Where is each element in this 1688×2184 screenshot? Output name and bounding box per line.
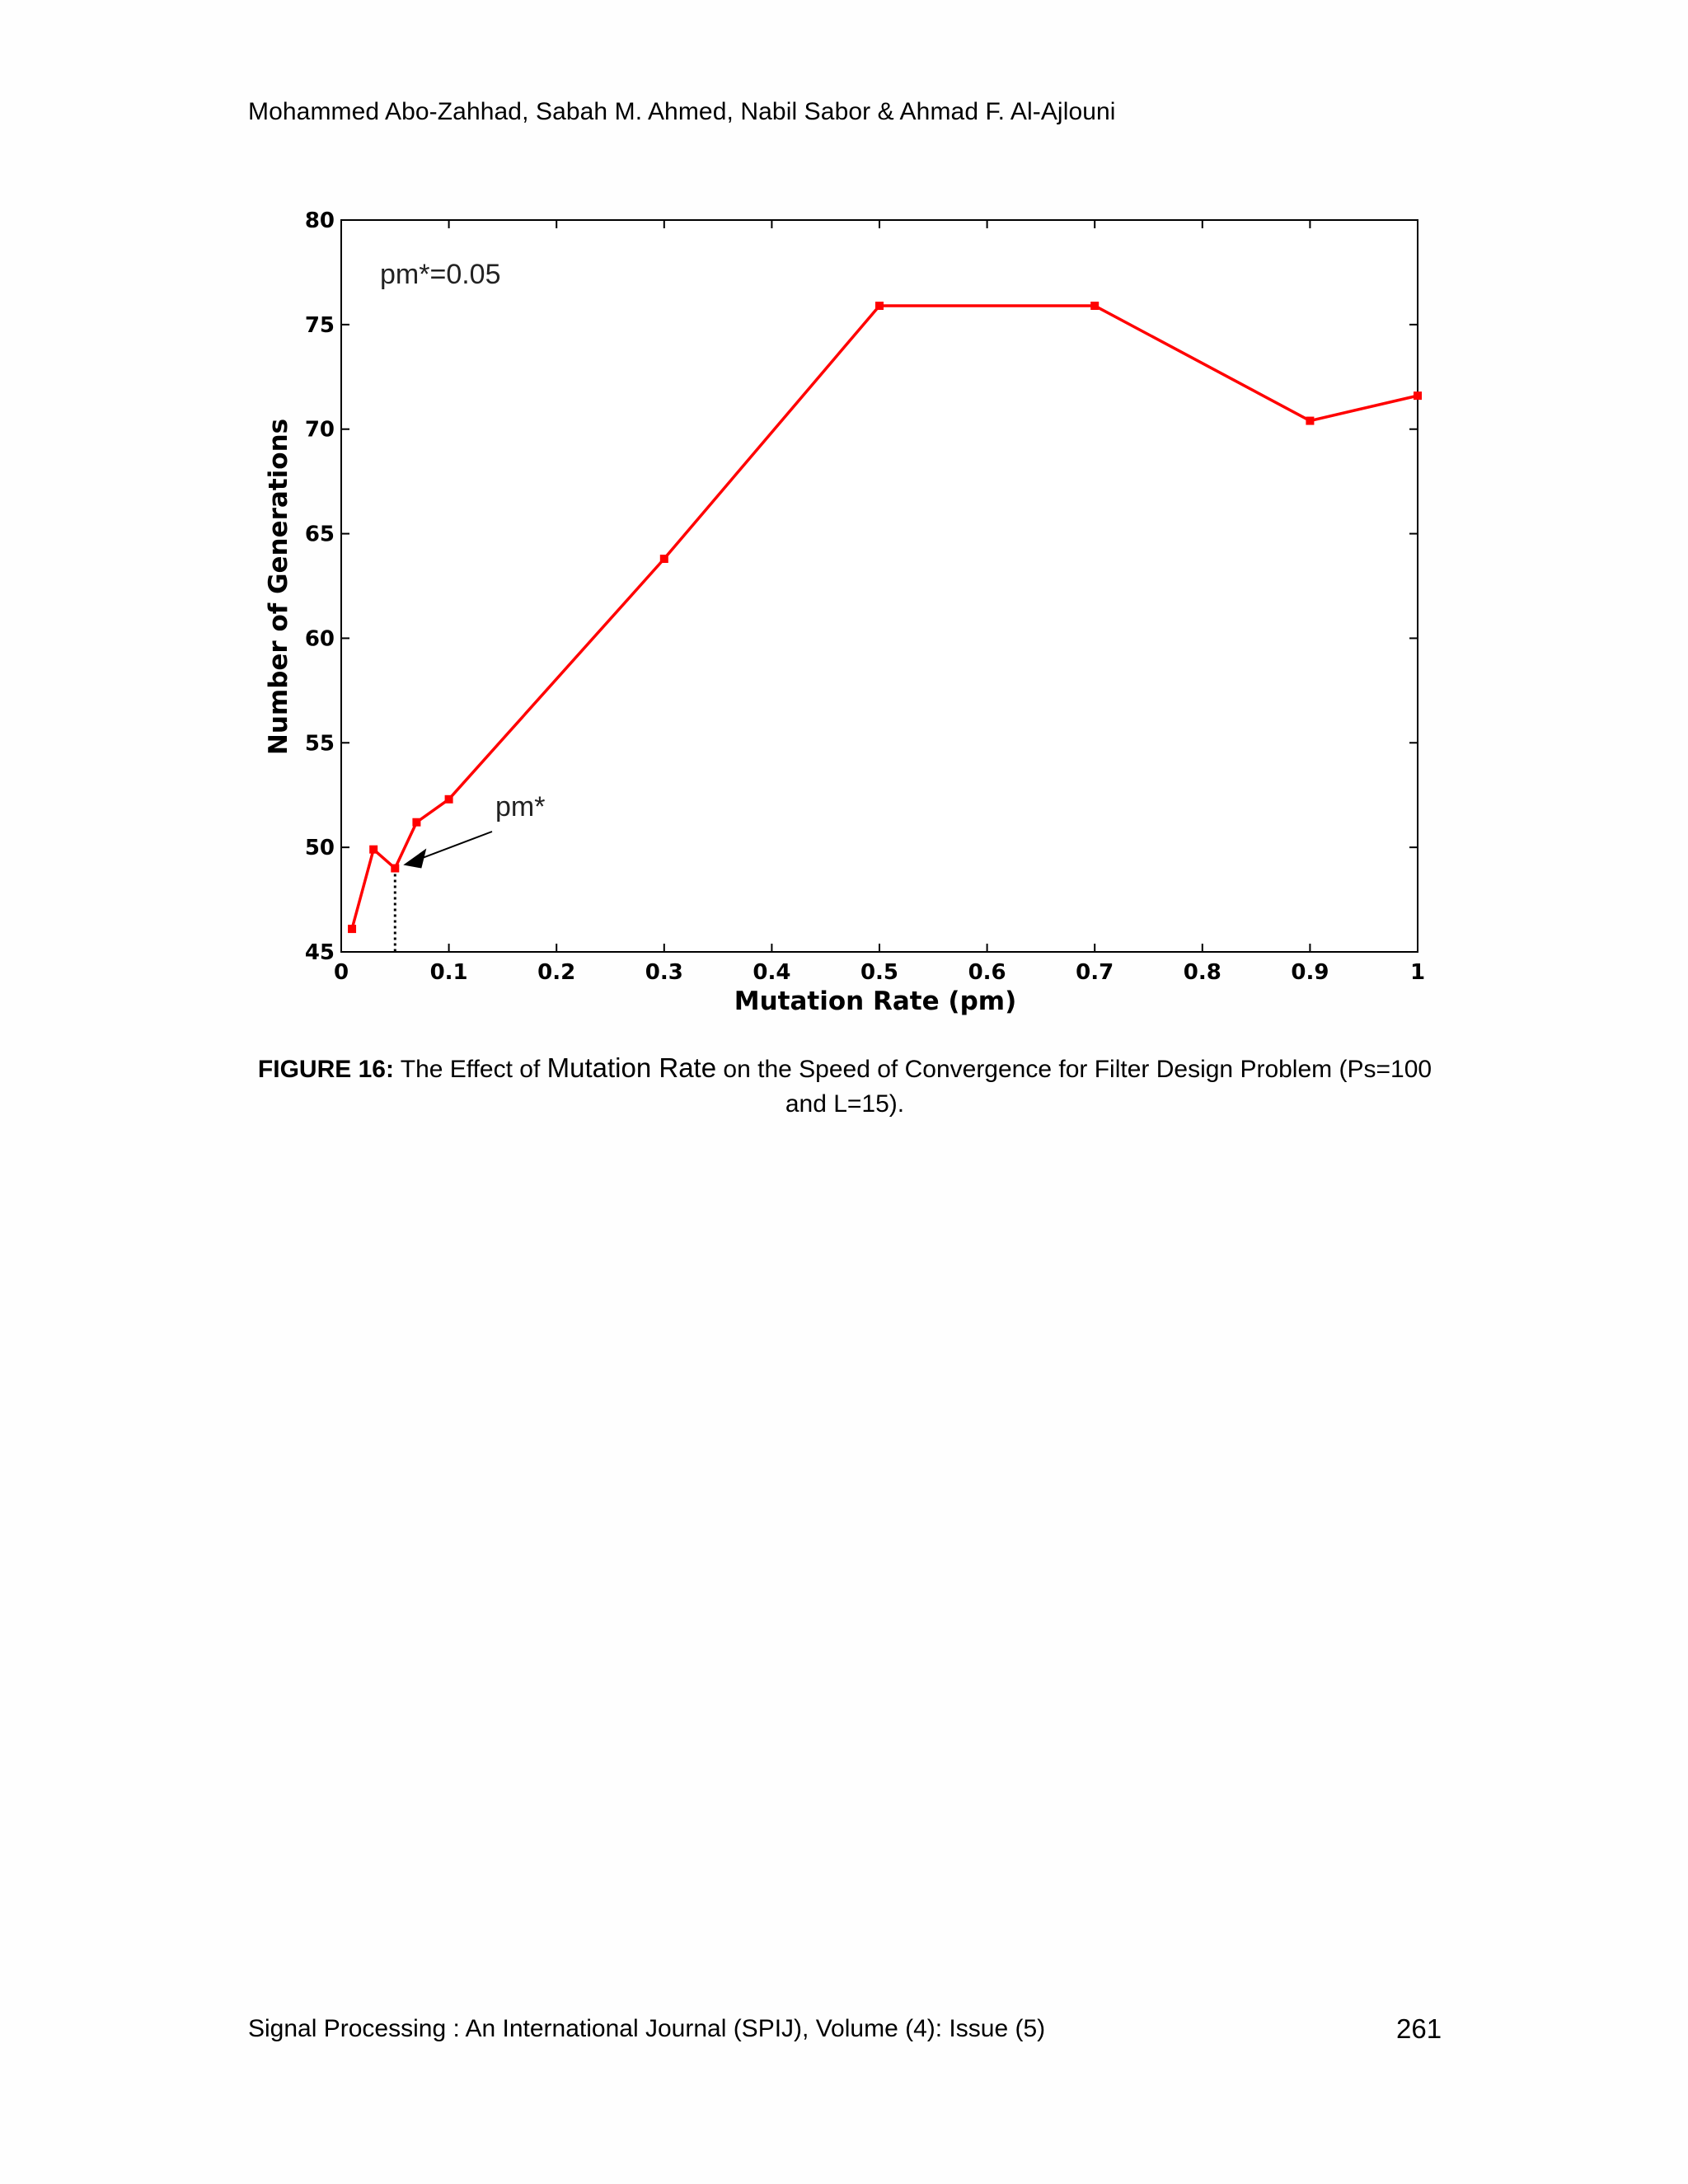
x-tick-label: 0 (334, 960, 349, 985)
x-tick-label: 0.5 (860, 960, 898, 985)
x-tick-label: 0.2 (537, 960, 575, 985)
y-tick-label: 45 (305, 940, 335, 965)
x-tick-label: 0.7 (1076, 960, 1114, 985)
footer-journal: Signal Processing : An International Jou… (248, 2015, 1046, 2042)
caption-text-c: on the Speed of Convergence for Filter D… (716, 1056, 1432, 1118)
caption-text-a: The Effect of (393, 1056, 547, 1083)
plot-area (340, 219, 1418, 953)
x-tick-label: 1 (1410, 960, 1425, 985)
y-tick-label: 65 (305, 523, 335, 547)
data-point (1090, 302, 1100, 311)
x-tick-label: 0.4 (753, 960, 790, 985)
y-tick-label: 70 (305, 418, 335, 443)
figure-caption: FIGURE 16: The Effect of Mutation Rate o… (247, 1051, 1442, 1122)
data-point (659, 555, 668, 564)
data-point (369, 845, 378, 854)
line-chart: 0 0.1 0.2 0.3 0.4 0.5 0.6 0.7 0.8 0.9 1 45 50 55 60 65… (264, 209, 1425, 1016)
y-tick-label: 55 (305, 731, 335, 756)
data-point (875, 302, 884, 311)
caption-text-b: Mutation Rate (546, 1052, 717, 1083)
y-tick-label: 60 (305, 626, 335, 651)
x-tick-label: 0.6 (968, 960, 1006, 985)
annotation-pm-star-value: pm*=0.05 (380, 259, 501, 290)
y-axis: 45 50 55 60 65 70 75 80 (305, 209, 1418, 965)
x-axis-label: Mutation Rate (pm) (734, 987, 1017, 1016)
y-tick-label: 75 (305, 313, 335, 338)
y-tick-label: 80 (305, 209, 335, 233)
annotation-arrow-head (403, 848, 427, 869)
x-tick-label: 0.8 (1184, 960, 1221, 985)
data-point (444, 794, 453, 804)
page-number: 261 (1396, 2013, 1442, 2044)
series-line (350, 304, 1418, 930)
data-point (391, 864, 400, 873)
data-point (1414, 391, 1422, 401)
y-tick-label: 50 (305, 836, 335, 860)
caption-label: FIGURE 16: (257, 1056, 394, 1083)
data-point (412, 818, 421, 827)
x-tick-label: 0.3 (645, 960, 683, 985)
page-header-authors: Mohammed Abo-Zahhad, Sabah M. Ahmed, Nab… (248, 98, 1116, 125)
data-point (348, 925, 357, 934)
annotation-arrow (414, 831, 493, 862)
data-point (1306, 416, 1315, 425)
x-tick-label: 0.1 (430, 960, 468, 985)
y-axis-label: Number of Generations (264, 419, 293, 755)
x-tick-label: 0.9 (1291, 960, 1329, 985)
annotation-pm-star-label: pm* (495, 791, 545, 823)
x-axis: 0 0.1 0.2 0.3 0.4 0.5 0.6 0.7 0.8 0.9 1 (334, 220, 1425, 985)
series-points (348, 302, 1422, 934)
